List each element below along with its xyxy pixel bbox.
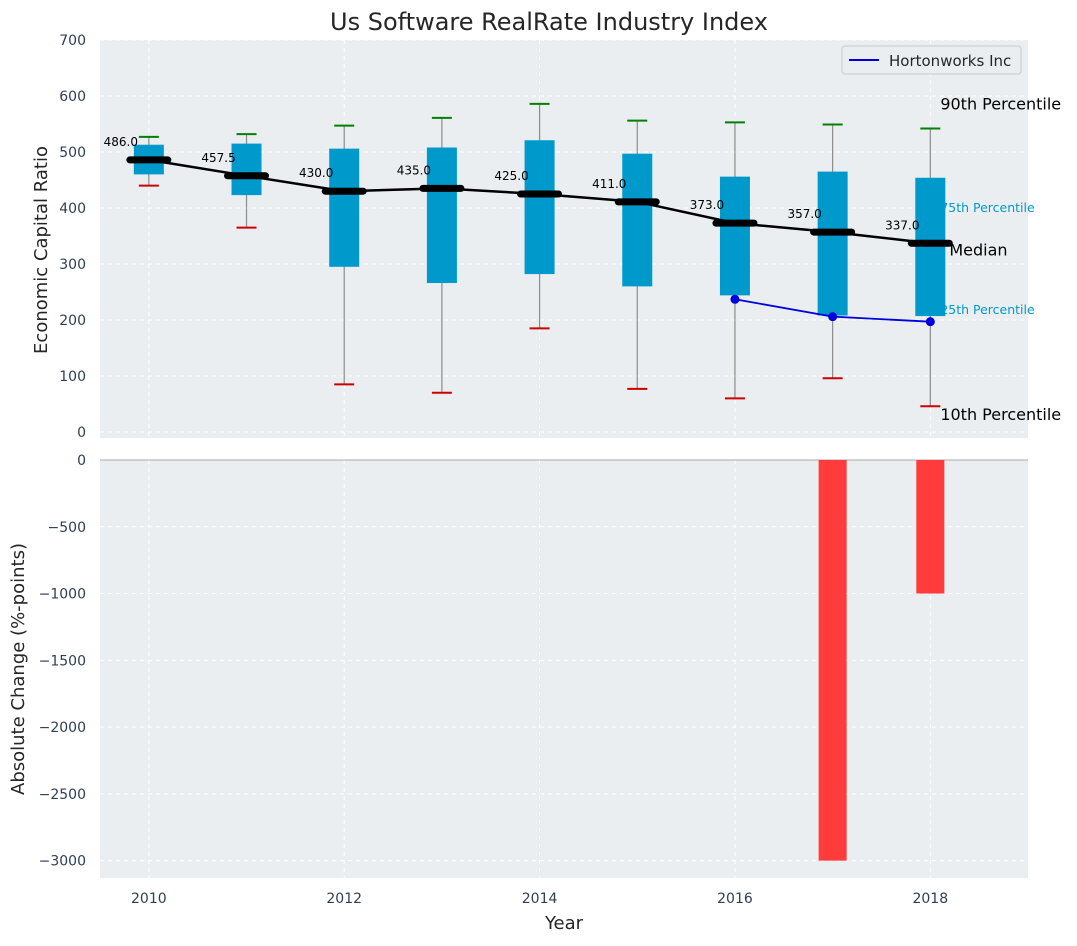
top-y-tick-label: 100	[59, 369, 86, 385]
bottom-panel: 0 −500 −1000 −1500 −2000 −2500 −3000 2010 2012 20…	[39, 453, 1028, 907]
series-point-hortonworks	[730, 294, 740, 304]
median-value-label: 357.0	[787, 207, 821, 221]
top-y-tick-label: 500	[59, 145, 86, 161]
top-y-tick-label: 600	[59, 89, 86, 105]
x-tick-label: 2010	[131, 891, 167, 907]
legend-frame	[841, 45, 1022, 75]
series-point-hortonworks	[925, 317, 935, 327]
median-value-label: 430.0	[299, 166, 333, 180]
x-tick-label: 2014	[522, 891, 558, 907]
median-value-label: 425.0	[494, 169, 528, 183]
median-value-label: 337.0	[885, 218, 919, 232]
percentile-label-p25: 25th Percentile	[940, 302, 1035, 317]
top-y-tick-label: 400	[59, 201, 86, 217]
box-2018	[915, 177, 946, 317]
bottom-y-axis-label: Absolute Change (%-points)	[8, 543, 29, 795]
x-tick-label: 2018	[912, 891, 948, 907]
box-2012	[329, 148, 360, 267]
box-2013	[426, 147, 457, 284]
bottom-y-tick-label: −1500	[39, 653, 86, 669]
bottom-y-tick-label: −2500	[39, 787, 86, 803]
top-panel: 0 100 200 300 400 500 600 700 486.0 457.5 430.0 435…	[59, 33, 1061, 441]
percentile-label-p75: 75th Percentile	[940, 200, 1035, 215]
bottom-plot-area	[100, 460, 1028, 878]
top-y-tick-label: 200	[59, 313, 86, 329]
box-2011	[231, 143, 262, 196]
box-2016	[719, 176, 750, 296]
percentile-label-p10: 10th Percentile	[940, 405, 1061, 424]
percentile-label-median: Median	[949, 240, 1007, 259]
box-2014	[524, 140, 555, 275]
bottom-y-tick-label: −3000	[39, 854, 86, 870]
top-y-axis-label: Economic Capital Ratio	[31, 146, 52, 354]
change-bar-2018	[916, 460, 945, 594]
box-2015	[622, 153, 653, 287]
top-plot-area	[100, 40, 1028, 438]
box-2017	[817, 171, 848, 316]
median-value-label: 457.5	[201, 151, 235, 165]
median-value-label: 486.0	[104, 135, 138, 149]
top-y-tick-label: 0	[77, 425, 86, 441]
x-axis-label: Year	[544, 913, 584, 934]
series-point-hortonworks	[828, 312, 838, 322]
legend: Hortonworks Inc	[841, 45, 1022, 75]
x-tick-label: 2012	[326, 891, 362, 907]
chart-title: Us Software RealRate Industry Index	[330, 8, 768, 36]
legend-entry-hortonworks: Hortonworks Inc	[889, 52, 1011, 70]
median-value-label: 373.0	[690, 198, 724, 212]
bottom-y-tick-label: −1000	[39, 587, 86, 603]
top-y-tick-label: 300	[59, 257, 86, 273]
percentile-label-p90: 90th Percentile	[940, 94, 1061, 113]
bottom-y-tick-label: −500	[48, 520, 86, 536]
median-value-label: 411.0	[592, 177, 626, 191]
x-tick-label: 2016	[717, 891, 753, 907]
bottom-y-tick-label: 0	[77, 453, 86, 469]
change-bar-2017	[818, 460, 847, 861]
median-value-label: 435.0	[397, 163, 431, 177]
top-y-tick-label: 700	[59, 33, 86, 49]
bottom-y-tick-label: −2000	[39, 720, 86, 736]
